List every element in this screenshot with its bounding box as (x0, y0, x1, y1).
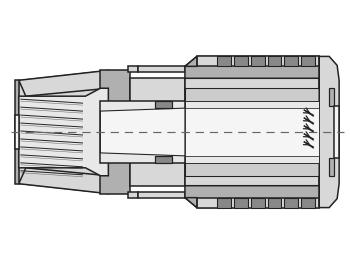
Polygon shape (301, 56, 315, 66)
Polygon shape (285, 198, 298, 208)
Polygon shape (19, 70, 108, 194)
Polygon shape (234, 56, 247, 66)
Polygon shape (329, 88, 334, 106)
Polygon shape (19, 70, 108, 96)
Polygon shape (185, 56, 197, 66)
Polygon shape (234, 198, 247, 208)
Polygon shape (185, 198, 197, 208)
Polygon shape (267, 198, 281, 208)
Polygon shape (100, 101, 185, 163)
Polygon shape (155, 156, 172, 163)
Polygon shape (217, 198, 231, 208)
Polygon shape (128, 66, 138, 72)
Polygon shape (267, 56, 281, 66)
Polygon shape (334, 106, 339, 158)
Polygon shape (185, 186, 319, 208)
Polygon shape (100, 70, 130, 194)
Polygon shape (185, 108, 319, 156)
Polygon shape (185, 101, 319, 163)
Polygon shape (19, 88, 108, 176)
Polygon shape (155, 101, 172, 108)
Polygon shape (19, 168, 108, 194)
Polygon shape (329, 158, 334, 176)
Polygon shape (185, 56, 319, 78)
Polygon shape (130, 78, 185, 186)
Polygon shape (197, 56, 319, 66)
Polygon shape (15, 80, 19, 184)
Polygon shape (138, 66, 185, 72)
Polygon shape (15, 115, 19, 149)
Polygon shape (285, 56, 298, 66)
Polygon shape (185, 78, 329, 186)
Polygon shape (251, 198, 265, 208)
Polygon shape (217, 56, 231, 66)
Polygon shape (197, 198, 319, 208)
Polygon shape (100, 108, 185, 156)
Polygon shape (251, 56, 265, 66)
Polygon shape (185, 88, 319, 176)
Polygon shape (138, 192, 185, 198)
Polygon shape (319, 56, 339, 208)
Polygon shape (301, 198, 315, 208)
Polygon shape (128, 192, 138, 198)
